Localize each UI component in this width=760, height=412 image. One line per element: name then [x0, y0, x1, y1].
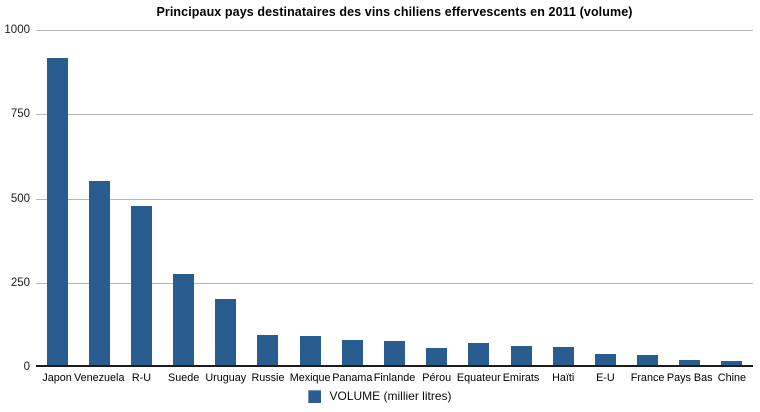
x-axis-line	[36, 365, 753, 367]
y-tick-label-750: 750	[10, 108, 30, 121]
y-tick-label-0: 0	[23, 361, 30, 373]
bar-e-u	[594, 354, 616, 366]
bar-suede	[173, 274, 195, 366]
plot-area	[36, 30, 753, 367]
chart-title: Principaux pays destinataires des vins c…	[156, 5, 633, 19]
bar-p-rou	[426, 348, 448, 366]
bar-equateur	[468, 343, 490, 366]
x-tick-label-emirats: Emirats	[502, 372, 540, 384]
bar-chine	[721, 360, 743, 366]
gridline-500	[36, 198, 753, 200]
bar-pays-bas	[679, 359, 701, 366]
bar-russie	[257, 334, 279, 366]
legend-swatch	[308, 389, 322, 403]
legend-label: VOLUME (millier litres)	[329, 389, 452, 403]
x-tick-label-japon: Japon	[42, 372, 72, 384]
x-tick-label-r-u: R-U	[131, 372, 152, 384]
x-tick-label-france: France	[630, 372, 665, 384]
gridline-1000	[36, 30, 753, 31]
bar-mexique	[299, 336, 321, 366]
gridline-750	[36, 114, 753, 116]
bar-finlande	[384, 341, 405, 366]
x-tick-label-e-u: E-U	[596, 372, 615, 384]
x-tick-label-panama: Panama	[332, 372, 373, 384]
bar-r-u	[130, 205, 152, 366]
x-tick-label-pays-bas: Pays Bas	[666, 372, 713, 384]
x-tick-label-finlande: Finlande	[373, 372, 416, 384]
bar-ha-ti	[552, 346, 574, 366]
bar-panama	[341, 340, 363, 366]
legend: VOLUME (millier litres)	[0, 389, 760, 403]
bar-japon	[46, 57, 68, 366]
bar-france	[637, 355, 659, 366]
y-tick-label-250: 250	[10, 276, 30, 289]
x-tick-label-venezuela: Venezuela	[74, 372, 125, 384]
x-tick-label-p-rou: Pérou	[422, 372, 452, 384]
x-tick-label-equateur: Equateur	[456, 372, 501, 384]
x-tick-label-mexique: Mexique	[289, 372, 331, 384]
bar-emirats	[510, 345, 532, 366]
bar-uruguay	[215, 298, 237, 366]
x-tick-label-chine: Chine	[717, 372, 747, 384]
x-tick-label-russie: Russie	[251, 372, 285, 384]
y-tick-label-1000: 1000	[4, 24, 30, 36]
bar-venezuela	[88, 181, 110, 366]
x-tick-label-ha-ti: Haïti	[552, 372, 575, 384]
gridline-250	[36, 282, 753, 284]
x-tick-label-suede: Suede	[167, 372, 200, 384]
y-tick-label-500: 500	[10, 192, 30, 205]
x-tick-label-uruguay: Uruguay	[205, 372, 247, 384]
